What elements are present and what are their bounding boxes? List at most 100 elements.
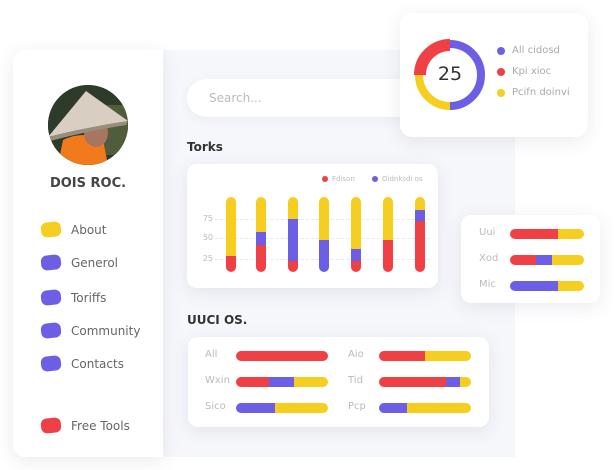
bar-segment-purple (351, 248, 361, 261)
donut-legend-item: Kpi xioc (497, 66, 551, 77)
bar-segment-purple (446, 377, 460, 387)
bar-segment-yellow (274, 403, 328, 413)
bar-segment-purple (379, 403, 407, 413)
search-input[interactable]: Search... (187, 79, 417, 117)
bar-segment-yellow (552, 255, 584, 265)
hbar-sico (236, 403, 328, 413)
row-label: Sico (205, 401, 226, 412)
legend-label: All cidosd (512, 45, 560, 56)
torks-title: Torks (187, 140, 223, 154)
bar-segment-yellow (293, 377, 328, 387)
bar-6 (383, 197, 393, 272)
bar-segment-purple (319, 239, 329, 272)
row-label: Wxin (205, 375, 230, 386)
nav-blob-icon (40, 354, 62, 373)
bar-segment-yellow (558, 229, 584, 239)
bar-segment-red (379, 377, 447, 387)
sidebar-item-label: Generol (71, 255, 119, 270)
bar-segment-yellow (288, 197, 298, 219)
donut-legend-item: Pcifn doinvi (497, 87, 570, 98)
legend-label: Pcifn doinvi (512, 87, 570, 98)
bar-segment-purple (415, 209, 425, 221)
sidebar-item-community[interactable]: Community (40, 321, 140, 340)
bar-5 (351, 197, 361, 272)
bar-segment-purple (510, 281, 559, 291)
sidebar-item-label: Contacts (71, 356, 124, 371)
sidebar-item-label: Free Tools (71, 418, 130, 433)
sidebar-item-generol[interactable]: Generol (40, 253, 119, 272)
bar-1 (226, 197, 236, 272)
hbar-uui (510, 229, 584, 239)
nav-blob-icon (40, 220, 62, 239)
nav-blob-icon (40, 416, 62, 435)
bar-segment-red (236, 377, 270, 387)
bar-segment-purple (535, 255, 553, 265)
nav-blob-icon (40, 321, 62, 340)
donut-slice-red (414, 39, 451, 76)
torks-chart: 75 50 25 Fdison Oidnksdi os (187, 164, 438, 288)
bar-segment-yellow (351, 197, 361, 249)
hbar-xod (510, 255, 584, 265)
y-tick-label: 25 (202, 254, 213, 263)
legend-label: Oidnksdi os (382, 175, 423, 183)
hbar-tid (379, 377, 471, 387)
bar-segment-yellow (406, 403, 471, 413)
bar-segment-yellow (319, 197, 329, 240)
donut-legend-item: All cidosd (497, 45, 560, 56)
bar-segment-yellow (383, 197, 393, 240)
legend-dot-icon (372, 176, 378, 182)
bar-2 (256, 197, 266, 272)
legend-dot-icon (497, 67, 505, 76)
bar-3 (288, 197, 298, 272)
bar-segment-yellow (425, 351, 471, 361)
sidebar-item-contacts[interactable]: Contacts (40, 354, 124, 373)
bar-segment-purple (256, 231, 266, 245)
legend-label: Kpi xioc (512, 66, 552, 77)
row-label: Aio (348, 349, 364, 360)
donut-center-value: 25 (437, 63, 463, 85)
hbar-mic (510, 281, 584, 291)
avatar (48, 85, 128, 165)
hbar-aio (379, 351, 471, 361)
legend-item: Fdison (322, 175, 355, 183)
sidebar-item-free-tools[interactable]: Free Tools (40, 416, 130, 435)
legend-label: Fdison (332, 175, 355, 183)
bar-segment-yellow (256, 197, 266, 232)
bar-segment-yellow (459, 377, 471, 387)
profile-name: DOIS ROC. (49, 176, 127, 191)
bar-segment-purple (288, 218, 298, 261)
row-label: Pcp (348, 401, 366, 412)
bar-segment-red (383, 239, 393, 272)
bar-segment-yellow (558, 281, 584, 291)
donut-slice-purple (449, 40, 485, 110)
sidebar: DOIS ROC. About Generol Toriffs Community Co… (13, 50, 163, 457)
bar-segment-red (256, 245, 266, 272)
row-label: All (205, 349, 218, 360)
hbar-pcp (379, 403, 471, 413)
nav-blob-icon (40, 253, 62, 272)
hbar-all (236, 351, 328, 361)
row-label: Mic (479, 279, 496, 290)
sidebar-item-about[interactable]: About (40, 220, 106, 239)
row-label: Tid (348, 375, 363, 386)
donut-card: 25 All cidosd Kpi xioc Pcifn doinvi (400, 13, 588, 137)
bar-segment-red (510, 255, 536, 265)
bar-4 (319, 197, 329, 272)
donut-chart (414, 39, 485, 110)
y-tick-label: 50 (202, 233, 213, 242)
uuci-card: All Wxin Sico Aio Tid Pcp (188, 337, 489, 427)
bar-7 (415, 197, 425, 272)
legend-dot-icon (497, 88, 505, 97)
row-label: Xod (479, 253, 499, 264)
nav-blob-icon (40, 288, 62, 307)
bar-segment-red (379, 351, 425, 361)
legend-dot-icon (497, 46, 505, 55)
y-tick-label: 75 (202, 214, 213, 223)
bar-segment-yellow (415, 197, 425, 210)
legend-item: Oidnksdi os (372, 175, 423, 183)
donut-slice-yellow (415, 74, 451, 110)
uuci-title: UUCI OS. (187, 313, 248, 327)
sidebar-item-toriffs[interactable]: Toriffs (40, 288, 106, 307)
bar-segment-red (415, 221, 425, 272)
bar-segment-yellow (226, 197, 236, 256)
